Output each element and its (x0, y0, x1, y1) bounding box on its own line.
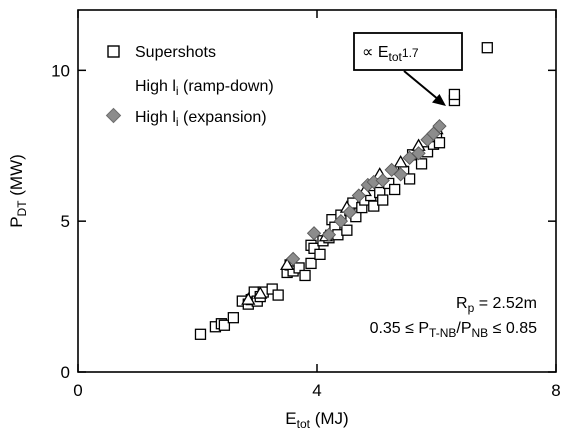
x-tick-label: 8 (551, 381, 560, 400)
data-point-rampdown (393, 155, 408, 168)
data-point-supershots (377, 194, 389, 206)
data-point-supershots (433, 137, 446, 149)
ticks-layer: 0 4 8 0 5 10 (51, 10, 561, 400)
scaling-arrowhead (432, 94, 446, 106)
data-point-expansion (384, 162, 399, 178)
data-point-supershots (218, 319, 231, 331)
data-point-supershots (266, 283, 278, 295)
plot-frame (77, 9, 557, 373)
legend-label-rampdown: High li (ramp-down) (135, 78, 274, 98)
x-tick-label: 4 (312, 381, 321, 400)
data-point-supershots (308, 242, 320, 254)
points-layer (194, 42, 493, 340)
data-point-supershots (403, 173, 416, 185)
data-point-expansion (333, 214, 349, 229)
data-point-expansion (375, 173, 390, 188)
data-point-supershots (293, 262, 305, 274)
scaling-annotation-box (353, 32, 463, 71)
data-point-expansion (351, 188, 366, 203)
legend-label-supershots: Supershots (135, 44, 216, 61)
data-point-supershots (368, 200, 380, 212)
legend: Supershots High li (ramp-down) High li (… (105, 44, 274, 129)
data-point-rampdown (253, 286, 268, 299)
legend-marker-diamond (105, 107, 122, 124)
data-point-expansion (306, 226, 322, 241)
data-point-supershots (314, 248, 326, 261)
data-point-supershots (389, 183, 401, 196)
data-point-expansion (393, 167, 408, 182)
data-point-supershots (299, 269, 311, 282)
legend-marker-square (107, 45, 120, 58)
data-point-supershots (341, 224, 353, 236)
data-point-supershots (194, 328, 207, 340)
y-tick-label: 0 (61, 363, 70, 382)
data-point-expansion (321, 227, 337, 242)
data-point-expansion (342, 204, 357, 220)
data-point-expansion (285, 251, 301, 267)
x-axis-label: Etot (MJ) (285, 409, 348, 431)
ratio-annotation: 0.35 ≤ PT-NB/PNB ≤ 0.85 (370, 320, 538, 340)
y-tick-label: 5 (61, 212, 70, 231)
scaling-annotation-label: ∝ Etot1.7 (362, 44, 419, 64)
rp-annotation: Rp = 2.52m (456, 295, 537, 315)
legend-label-expansion: High li (expansion) (135, 109, 267, 129)
data-point-expansion (411, 146, 426, 161)
data-point-supershots (272, 289, 284, 301)
data-point-supershots (415, 158, 428, 170)
data-point-rampdown (241, 292, 256, 305)
y-tick-label: 10 (51, 61, 70, 80)
data-point-supershots (305, 257, 317, 270)
y-axis-label: PDT (MW) (7, 154, 29, 228)
data-point-supershots (227, 312, 240, 324)
data-point-expansion (432, 119, 447, 134)
data-point-supershots (448, 88, 461, 101)
scaling-annotation: ∝ Etot1.7 (353, 32, 463, 106)
data-point-rampdown (280, 257, 295, 271)
scaling-arrow-shaft (403, 70, 440, 101)
x-tick-label: 0 (73, 381, 82, 400)
data-point-supershots (481, 42, 493, 54)
